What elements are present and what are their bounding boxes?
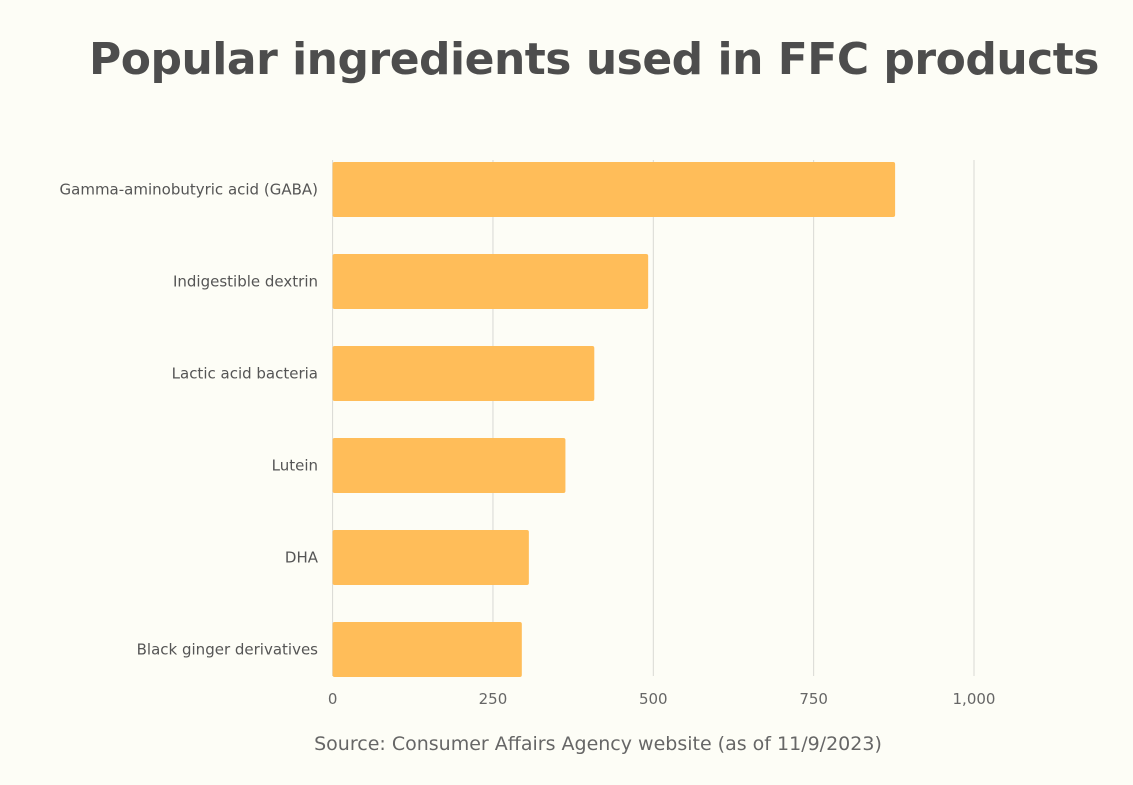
category-label: Black ginger derivatives	[137, 641, 319, 659]
category-label: Gamma-aminobutyric acid (GABA)	[60, 181, 318, 199]
bar	[332, 438, 566, 493]
category-label: Lactic acid bacteria	[172, 365, 318, 383]
bar	[332, 254, 649, 309]
x-tick-label: 1,000	[953, 690, 996, 708]
x-tick-label: 750	[799, 690, 828, 708]
chart-source: Source: Consumer Affairs Agency website …	[314, 733, 882, 755]
category-label: Lutein	[272, 457, 318, 475]
bar	[332, 162, 896, 217]
x-tick-label: 0	[328, 690, 338, 708]
bar	[332, 622, 522, 677]
bar	[332, 530, 529, 585]
chart-title: Popular ingredients used in FFC products	[89, 34, 1099, 85]
category-label: DHA	[285, 549, 319, 567]
x-tick-label: 250	[479, 690, 508, 708]
bar	[332, 346, 595, 401]
x-tick-label: 500	[639, 690, 668, 708]
category-label: Indigestible dextrin	[173, 273, 318, 291]
